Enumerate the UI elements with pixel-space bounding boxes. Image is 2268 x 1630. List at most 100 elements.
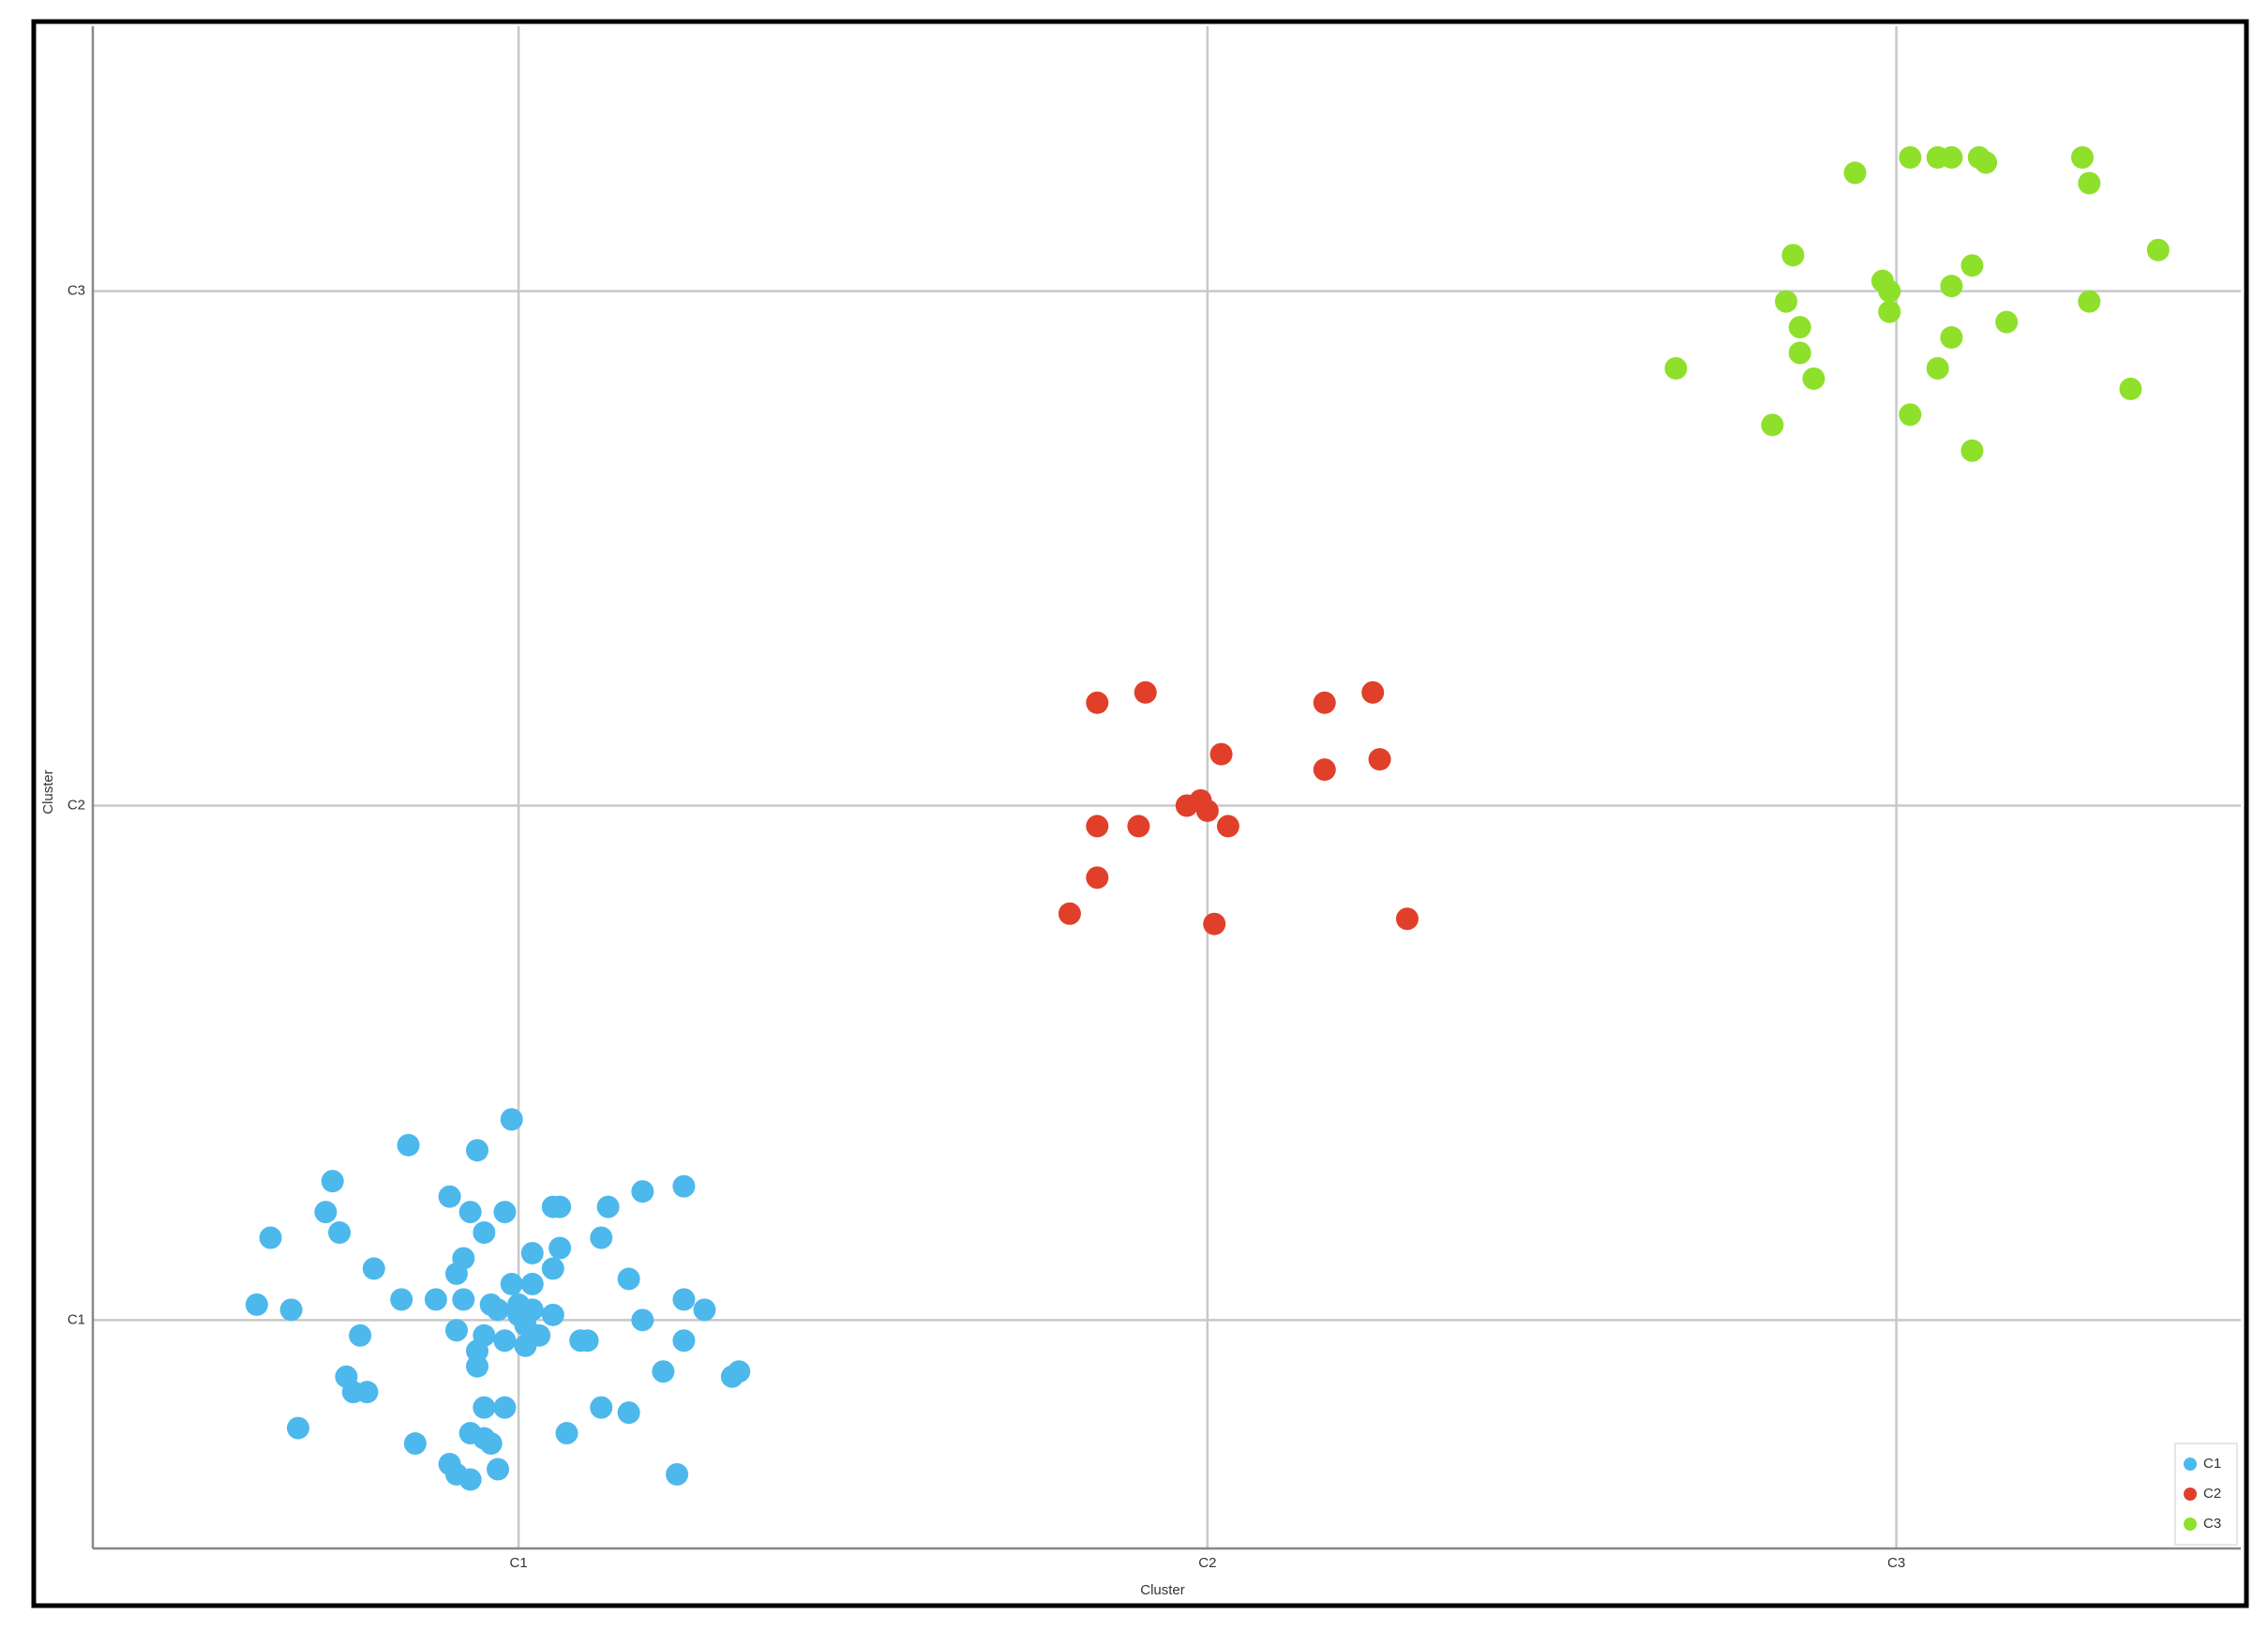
point (1134, 680, 1157, 704)
point (355, 1381, 379, 1404)
legend-label: C1 (2203, 1456, 2221, 1472)
point (672, 1174, 696, 1198)
point (487, 1458, 510, 1481)
frame (31, 19, 2249, 1608)
point (1761, 413, 1784, 437)
point (458, 1468, 482, 1491)
point (1788, 341, 1811, 365)
point (1058, 902, 1081, 925)
point (1368, 748, 1391, 771)
legend-label: C3 (2203, 1516, 2221, 1532)
point (631, 1180, 654, 1204)
point (541, 1257, 564, 1280)
point (500, 1108, 523, 1131)
point (520, 1272, 544, 1295)
point (465, 1339, 488, 1363)
point (473, 1221, 496, 1245)
point (590, 1226, 613, 1249)
point (1216, 815, 1239, 838)
point (465, 1354, 488, 1378)
point (286, 1416, 309, 1440)
point (1195, 799, 1219, 822)
y-axis-label: Cluster (40, 770, 56, 815)
point (728, 1360, 751, 1383)
point (328, 1221, 352, 1245)
point (245, 1293, 268, 1316)
point (1960, 254, 1984, 277)
y-tick-label: C1 (68, 1311, 85, 1327)
point (631, 1308, 654, 1332)
point (465, 1139, 488, 1162)
point (596, 1195, 620, 1219)
point (617, 1267, 640, 1291)
point (493, 1329, 517, 1353)
point (1209, 742, 1233, 766)
point (666, 1462, 689, 1486)
point (2078, 290, 2101, 313)
point (259, 1226, 282, 1249)
point (1788, 316, 1811, 339)
point (2071, 145, 2095, 169)
x-axis-label: Cluster (1140, 1582, 1185, 1598)
point (548, 1236, 572, 1260)
point (444, 1319, 468, 1342)
point (397, 1133, 420, 1157)
point (321, 1170, 344, 1193)
point (424, 1288, 447, 1311)
point (520, 1241, 544, 1264)
point (1086, 691, 1109, 714)
point (693, 1298, 716, 1322)
legend-swatch (2184, 1458, 2197, 1471)
point (444, 1262, 468, 1285)
point (1781, 244, 1805, 267)
x-tick-label: C2 (1198, 1555, 1216, 1571)
legend-swatch (2184, 1488, 2197, 1501)
y-tick-label: C3 (68, 283, 85, 299)
point (314, 1201, 338, 1224)
point (1926, 356, 1949, 380)
point (1878, 279, 1901, 303)
point (473, 1396, 496, 1419)
point (672, 1288, 696, 1311)
point (500, 1272, 523, 1295)
legend-swatch (2184, 1518, 2197, 1531)
point (1995, 310, 2019, 334)
point (548, 1195, 572, 1219)
x-tick-label: C1 (509, 1555, 527, 1571)
point (479, 1432, 503, 1456)
point (487, 1298, 510, 1322)
point (1313, 758, 1336, 782)
point (541, 1303, 564, 1326)
point (1843, 161, 1867, 185)
point (1127, 815, 1150, 838)
x-tick-label: C3 (1887, 1555, 1905, 1571)
point (1664, 356, 1688, 380)
point (1940, 326, 1963, 350)
point (362, 1257, 385, 1280)
point (1940, 145, 1963, 169)
point (279, 1298, 303, 1322)
point (1960, 439, 1984, 462)
point (452, 1288, 475, 1311)
point (1975, 151, 1998, 174)
point (2078, 172, 2101, 195)
point (403, 1432, 427, 1456)
point (1940, 275, 1963, 298)
point (438, 1185, 461, 1208)
point (576, 1329, 599, 1353)
point (1395, 907, 1419, 931)
point (1313, 691, 1336, 714)
point (1203, 912, 1226, 935)
point (514, 1313, 537, 1337)
point (1086, 866, 1109, 890)
point (652, 1360, 675, 1383)
point (672, 1329, 696, 1353)
point (1086, 815, 1109, 838)
point (458, 1201, 482, 1224)
point (617, 1401, 640, 1425)
point (493, 1396, 517, 1419)
point (2119, 377, 2142, 400)
point (1775, 290, 1798, 313)
